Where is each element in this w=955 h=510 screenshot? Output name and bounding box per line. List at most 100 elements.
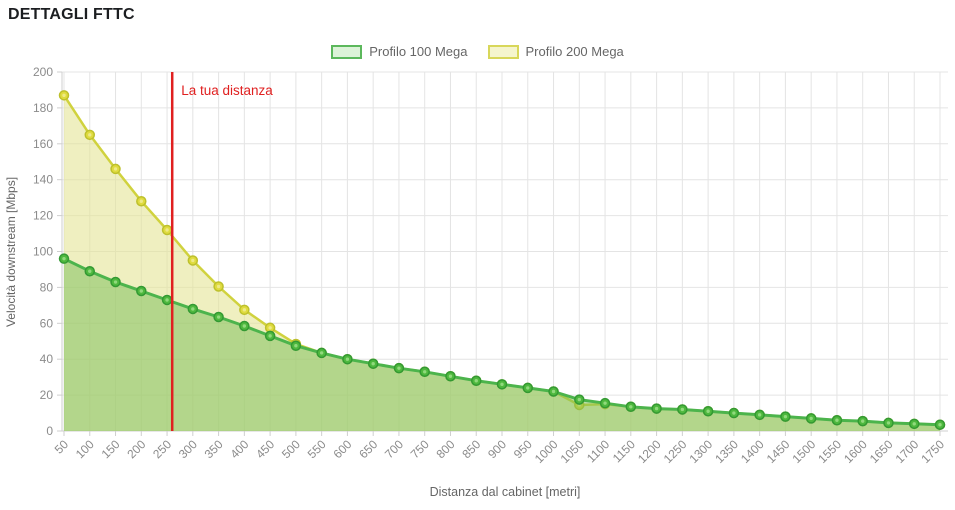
x-tick-label: 1200 xyxy=(635,437,664,466)
x-tick-label: 1600 xyxy=(841,437,870,466)
x-tick-label: 1650 xyxy=(867,437,896,466)
series-profilo-100 xyxy=(58,253,946,431)
x-tick-label: 800 xyxy=(434,437,458,461)
data-point-core xyxy=(448,374,453,378)
y-tick-label: 120 xyxy=(33,209,53,223)
x-tick-label: 250 xyxy=(150,437,174,461)
data-point-core xyxy=(603,401,607,405)
data-point-core xyxy=(88,269,92,273)
data-point-core xyxy=(268,334,272,338)
data-point-core xyxy=(88,133,92,137)
x-tick-label: 1450 xyxy=(764,437,793,466)
legend-label-profilo-100: Profilo 100 Mega xyxy=(369,44,468,59)
data-point-core xyxy=(268,326,272,330)
x-tick-label: 450 xyxy=(253,437,277,461)
legend-item-profilo-200[interactable]: Profilo 200 Mega xyxy=(487,44,624,59)
y-tick-label: 40 xyxy=(40,352,54,366)
legend-item-profilo-100[interactable]: Profilo 100 Mega xyxy=(331,44,468,59)
y-tick-label: 160 xyxy=(33,137,53,151)
data-point-core xyxy=(577,397,581,402)
x-tick-label: 1100 xyxy=(584,437,612,465)
x-tick-label: 400 xyxy=(227,437,251,461)
data-point-core xyxy=(216,315,221,319)
x-tick-label: 150 xyxy=(99,437,123,461)
x-tick-label: 1050 xyxy=(558,437,587,466)
x-tick-label: 1500 xyxy=(790,437,819,466)
data-point-core xyxy=(500,382,504,387)
y-tick-label: 140 xyxy=(33,173,53,187)
x-tick-label: 1150 xyxy=(610,437,638,465)
data-point-core xyxy=(809,416,813,421)
data-point-core xyxy=(294,344,298,348)
x-tick-label: 850 xyxy=(459,437,483,461)
series-area xyxy=(64,258,940,431)
x-tick-label: 600 xyxy=(330,437,354,461)
data-point-core xyxy=(191,258,195,263)
data-point-core xyxy=(345,357,350,361)
data-point-core xyxy=(113,167,118,171)
x-tick-label: 100 xyxy=(73,437,97,461)
data-point-core xyxy=(62,256,66,261)
data-point-core xyxy=(113,280,118,284)
y-tick-label: 180 xyxy=(33,101,53,115)
x-tick-label: 1700 xyxy=(893,437,922,466)
data-point-core xyxy=(783,414,788,419)
x-tick-label: 1000 xyxy=(532,437,561,466)
x-tick-label: 750 xyxy=(408,437,432,461)
x-tick-label: 550 xyxy=(305,437,329,461)
x-tick-label: 650 xyxy=(356,437,380,461)
data-point-core xyxy=(397,366,401,370)
y-tick-label: 20 xyxy=(40,388,54,402)
x-tick-label: 50 xyxy=(52,437,72,457)
data-point-core xyxy=(654,406,659,411)
x-tick-label: 350 xyxy=(202,437,226,461)
x-tick-label: 1550 xyxy=(815,437,844,466)
data-point-core xyxy=(371,361,375,366)
legend-swatch-yellow xyxy=(487,44,519,59)
y-tick-label: 100 xyxy=(33,245,53,259)
data-point-core xyxy=(139,289,143,293)
x-tick-label: 950 xyxy=(511,437,535,461)
data-point-core xyxy=(526,386,530,390)
x-tick-label: 500 xyxy=(279,437,303,461)
data-point-core xyxy=(912,422,916,426)
y-tick-label: 60 xyxy=(40,316,54,330)
data-point-core xyxy=(319,351,324,355)
x-tick-label: 1300 xyxy=(686,437,715,466)
data-point-core xyxy=(165,298,169,302)
data-point-core xyxy=(216,284,221,289)
data-point-core xyxy=(886,421,891,425)
data-point-core xyxy=(835,418,839,422)
x-tick-label: 300 xyxy=(176,437,200,461)
distance-label: La tua distanza xyxy=(181,83,273,98)
x-tick-label: 1350 xyxy=(712,437,741,466)
data-point-core xyxy=(62,93,66,98)
x-tick-label: 700 xyxy=(382,437,406,461)
x-tick-label: 1400 xyxy=(738,437,767,466)
data-point-core xyxy=(861,419,865,423)
data-point-core xyxy=(629,405,633,409)
chart-legend: Profilo 100 Mega Profilo 200 Mega xyxy=(0,44,955,59)
data-point-core xyxy=(680,407,685,412)
data-point-core xyxy=(757,413,762,417)
x-tick-label: 200 xyxy=(124,437,148,461)
y-axis-title: Velocità downstream [Mbps] xyxy=(4,177,18,327)
distance-annotation: La tua distanza xyxy=(170,72,273,431)
data-point-core xyxy=(551,389,556,394)
data-point-core xyxy=(139,199,143,203)
data-point-core xyxy=(474,379,478,383)
data-point-core xyxy=(242,308,247,312)
y-tick-label: 0 xyxy=(46,424,53,438)
y-tick-label: 80 xyxy=(40,280,54,294)
x-tick-label: 1250 xyxy=(661,437,690,466)
legend-swatch-green xyxy=(331,44,363,59)
page-title: DETTAGLI FTTC xyxy=(8,6,135,23)
x-tick-label: 1750 xyxy=(918,437,947,466)
data-point-core xyxy=(423,370,427,374)
data-point-core xyxy=(165,228,169,232)
x-tick-label: 900 xyxy=(485,437,509,461)
data-point-core xyxy=(938,423,942,427)
data-point-core xyxy=(706,409,710,413)
